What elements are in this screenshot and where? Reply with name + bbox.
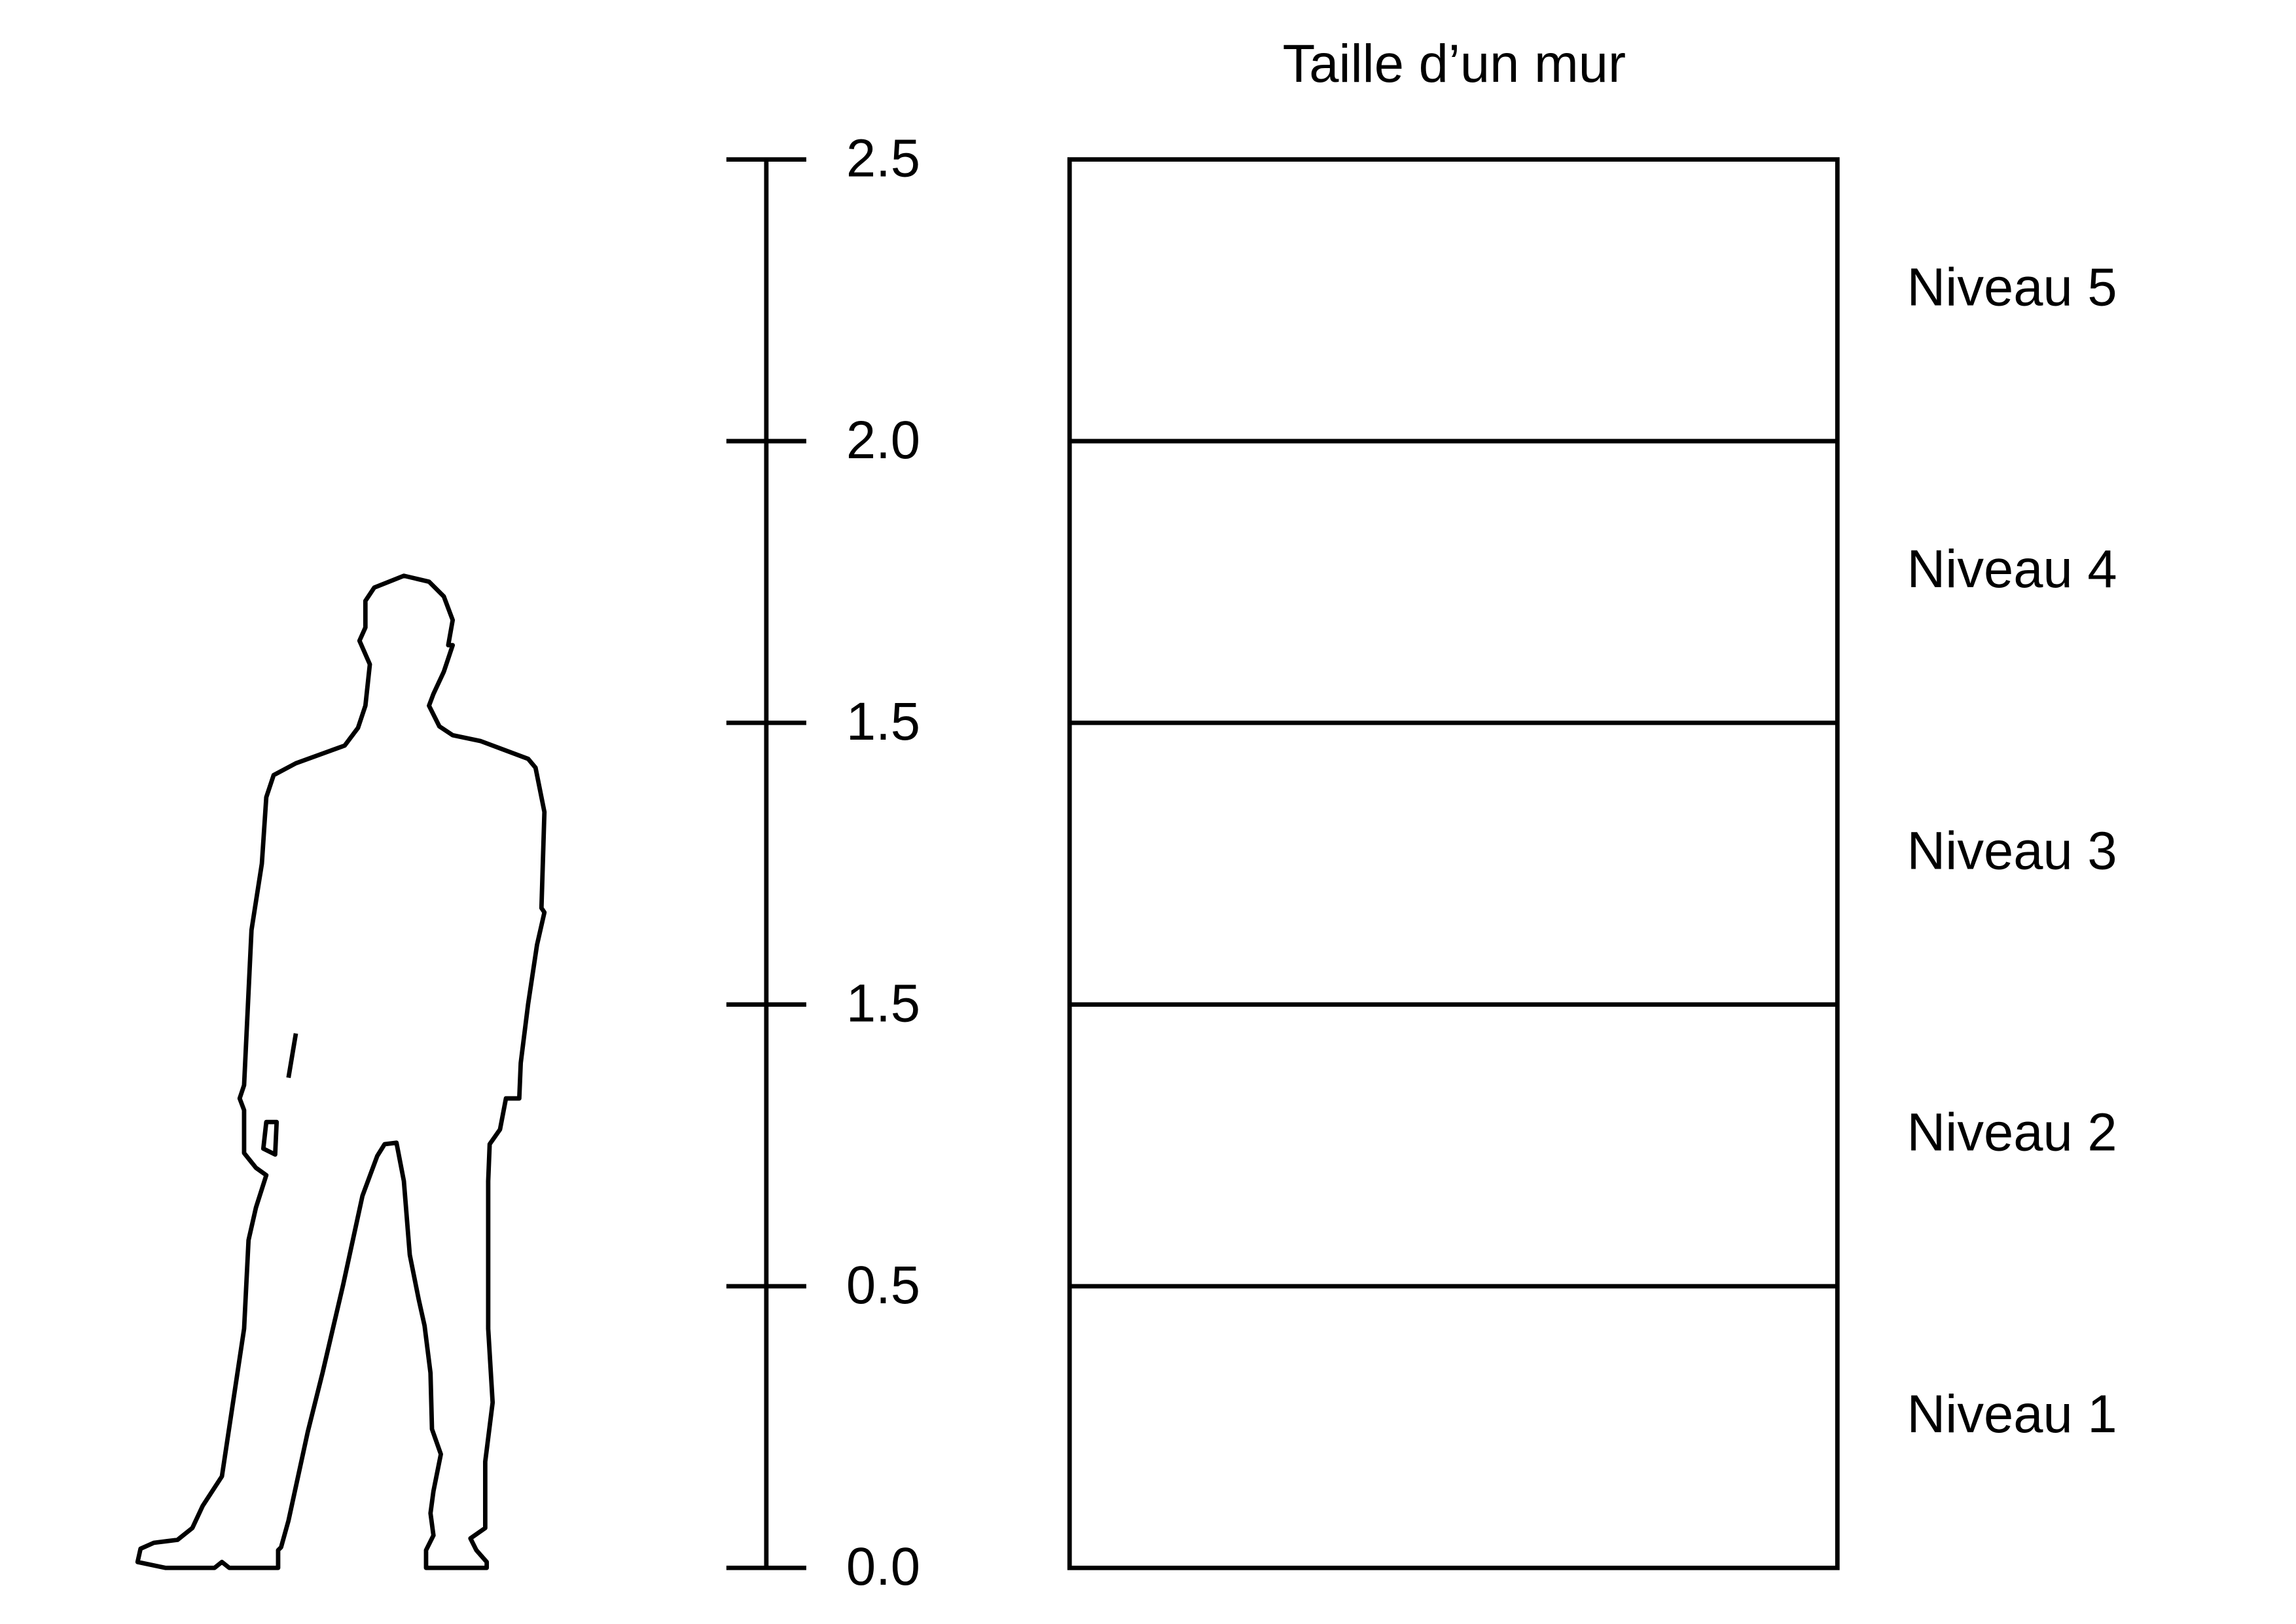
level-label: Niveau 3 (1907, 821, 2117, 880)
title: Taille d’un mur (1283, 34, 1626, 94)
scale-tick-label: 2.0 (846, 410, 920, 470)
wall (1067, 157, 1840, 1570)
level-label: Niveau 4 (1907, 539, 2117, 599)
scale-tick-label: 1.5 (846, 692, 920, 751)
person-silhouette (135, 573, 547, 1570)
scale-tick-label: 0.0 (846, 1537, 920, 1597)
scale-tick-label: 0.5 (846, 1255, 920, 1315)
level-label: Niveau 1 (1907, 1384, 2117, 1444)
level-label: Niveau 5 (1907, 258, 2117, 317)
scale-tick-label: 2.5 (846, 129, 920, 189)
scale-tick-label: 1.5 (846, 974, 920, 1034)
level-label: Niveau 2 (1907, 1103, 2117, 1163)
